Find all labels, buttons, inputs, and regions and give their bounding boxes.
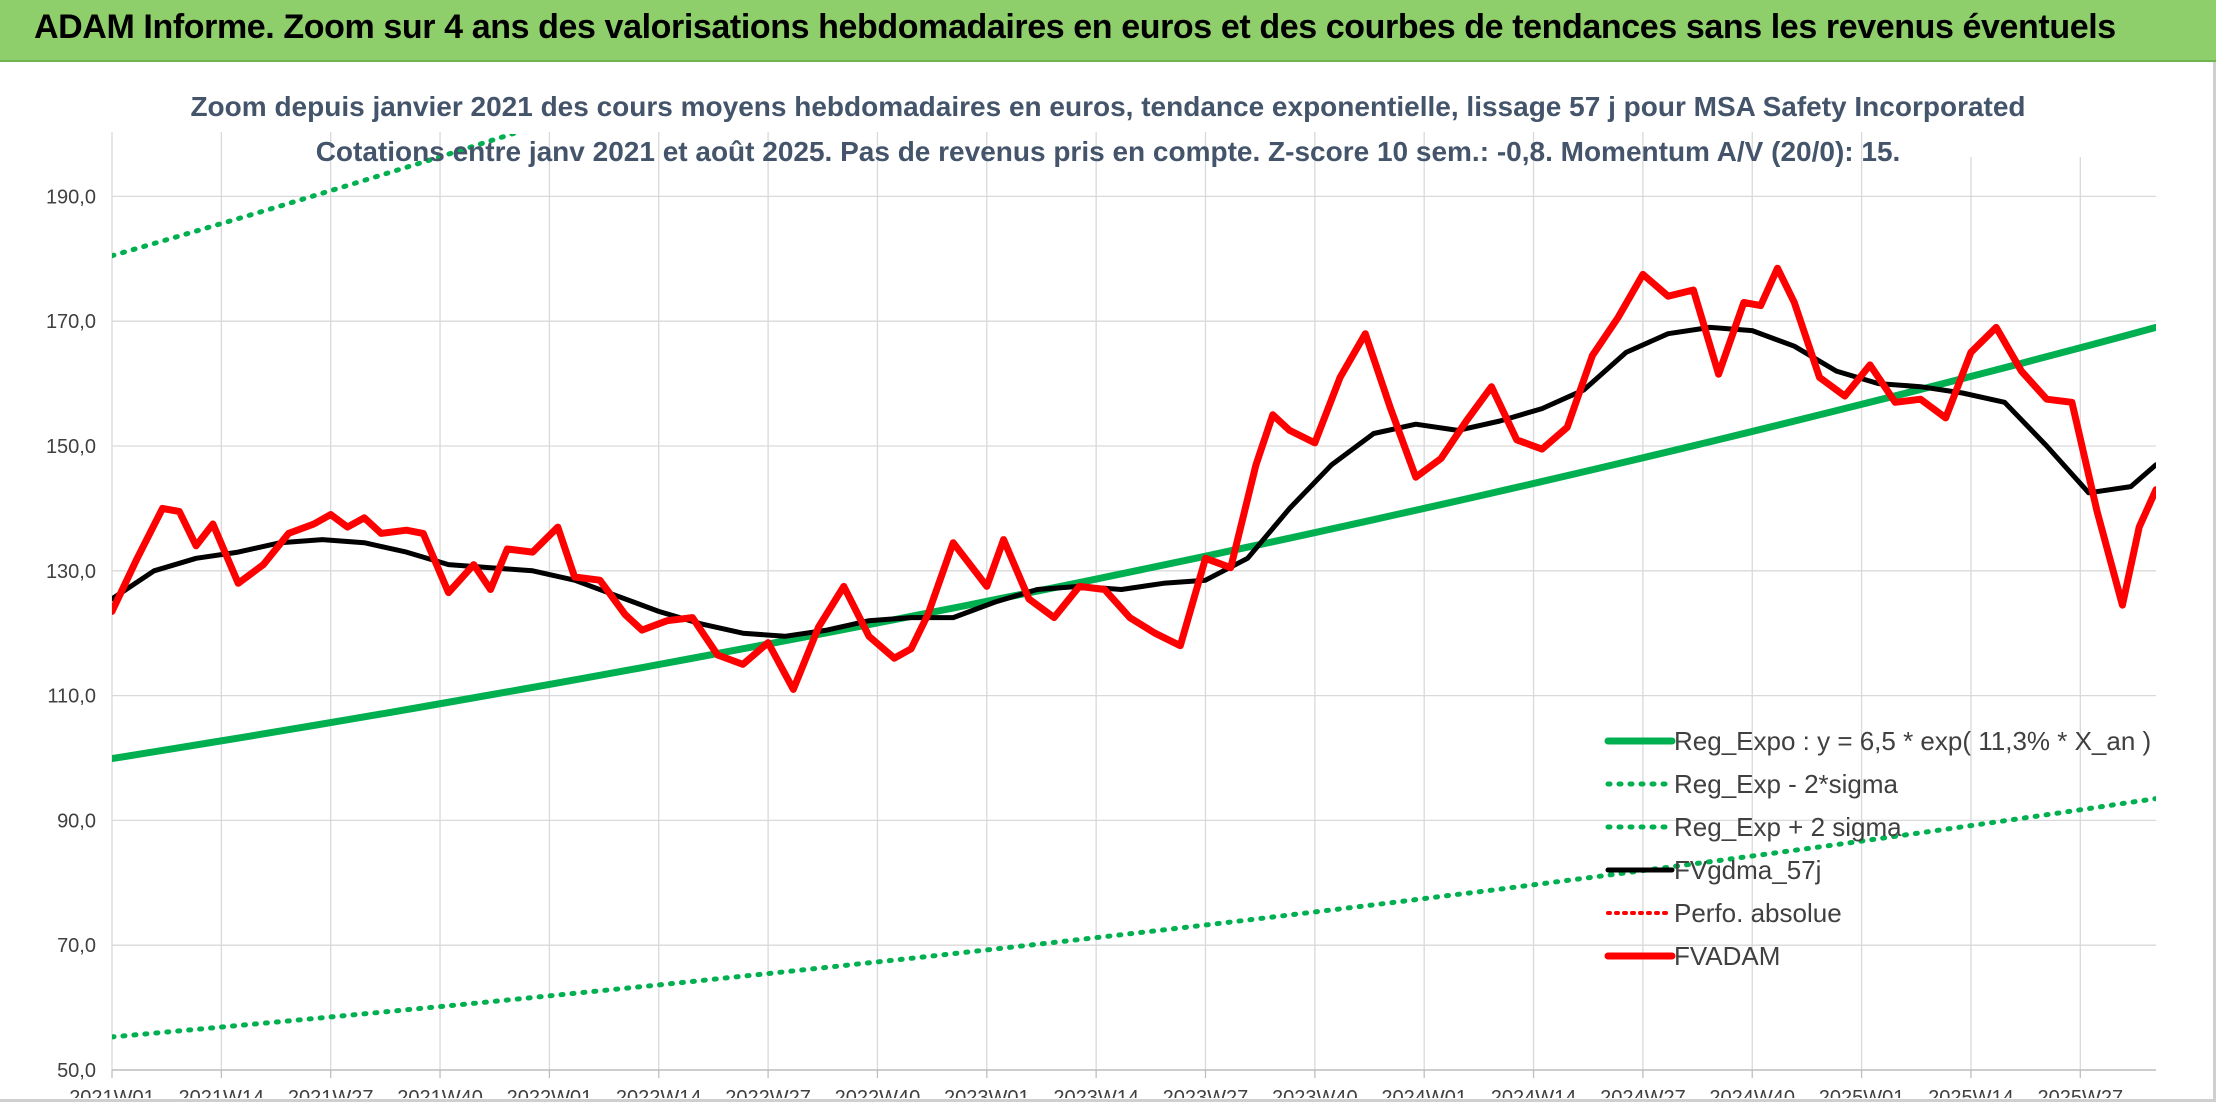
legend: Reg_Expo : y = 6,5 * exp( 11,3% * X_an )… — [1604, 726, 2151, 971]
x-tick-label: 2025W14 — [1928, 1087, 2014, 1098]
x-axis-ticks: 2021W01 2021W14 2021W27 2021W40 2022W01 2022W… — [69, 1087, 2123, 1098]
legend-label-reg-expo-y-6-5-exp-11-3-x-an: Reg_Expo : y = 6,5 * exp( 11,3% * X_an ) — [1674, 726, 2151, 756]
legend-label-reg-exp-2-sigma: Reg_Exp - 2*sigma — [1674, 769, 1899, 799]
x-tick-label: 2023W01 — [944, 1087, 1030, 1098]
y-tick-label: 50,0 — [57, 1060, 96, 1082]
x-tick-label: 2024W14 — [1491, 1087, 1577, 1098]
header-banner: ADAM Informe. Zoom sur 4 ans des valoris… — [0, 0, 2216, 62]
series-reg-exp-2-sigma — [112, 796, 2156, 1040]
series-fvgdma-57j — [112, 324, 2156, 639]
x-tick-label: 2024W40 — [1709, 1087, 1795, 1098]
x-tick-label: 2023W27 — [1163, 1087, 1249, 1098]
y-tick-label: 70,0 — [57, 935, 96, 957]
chart-title: Zoom depuis janvier 2021 des cours moyen… — [190, 91, 2025, 122]
grid-lines — [111, 132, 2156, 1078]
y-tick-label: 130,0 — [46, 561, 96, 583]
legend-label-reg-exp-2-sigma: Reg_Exp + 2 sigma — [1674, 812, 1902, 842]
x-tick-label: 2024W27 — [1600, 1087, 1686, 1098]
chart-subtitle: Cotations entre janv 2021 et août 2025. … — [316, 136, 1901, 167]
legend-label-fvgdma-57j: FVgdma_57j — [1674, 855, 1821, 885]
x-tick-label: 2023W14 — [1053, 1087, 1139, 1098]
x-tick-label: 2022W14 — [616, 1087, 702, 1098]
series-fvadam — [112, 264, 2156, 693]
series-reg-expo-y-6-5-exp-11-3-x-an — [112, 323, 2156, 763]
x-tick-label: 2021W01 — [69, 1087, 155, 1098]
x-tick-label: 2021W40 — [397, 1087, 483, 1098]
y-tick-label: 190,0 — [46, 186, 96, 208]
x-tick-label: 2021W14 — [179, 1087, 265, 1098]
x-tick-label: 2022W27 — [725, 1087, 811, 1098]
x-tick-label: 2022W01 — [507, 1087, 593, 1098]
y-tick-label: 110,0 — [47, 686, 96, 708]
series-reg-exp-2-sigma — [112, 134, 520, 259]
y-tick-label: 90,0 — [57, 810, 96, 832]
x-tick-label: 2025W01 — [1819, 1087, 1905, 1098]
series-layer — [112, 134, 2156, 1040]
chart-frame: 50,0 70,0 90,0 110,0 130,0 150,0 170,0 190,0 20… — [0, 62, 2216, 1102]
x-tick-label: 2022W40 — [835, 1087, 921, 1098]
x-tick-label: 2021W27 — [288, 1087, 374, 1098]
x-tick-label: 2025W27 — [2037, 1087, 2123, 1098]
x-tick-label: 2024W01 — [1381, 1087, 1467, 1098]
y-tick-label: 170,0 — [46, 311, 96, 333]
x-tick-label: 2023W40 — [1272, 1087, 1358, 1098]
y-axis-ticks: 50,0 70,0 90,0 110,0 130,0 150,0 170,0 190,0 — [46, 186, 96, 1082]
legend-label-fvadam: FVADAM — [1674, 941, 1780, 971]
line-chart: 50,0 70,0 90,0 110,0 130,0 150,0 170,0 190,0 20… — [46, 91, 2160, 1098]
legend-label-perfo-absolue: Perfo. absolue — [1674, 898, 1842, 928]
y-tick-label: 150,0 — [46, 436, 96, 458]
banner-title: ADAM Informe. Zoom sur 4 ans des valoris… — [34, 8, 2116, 46]
